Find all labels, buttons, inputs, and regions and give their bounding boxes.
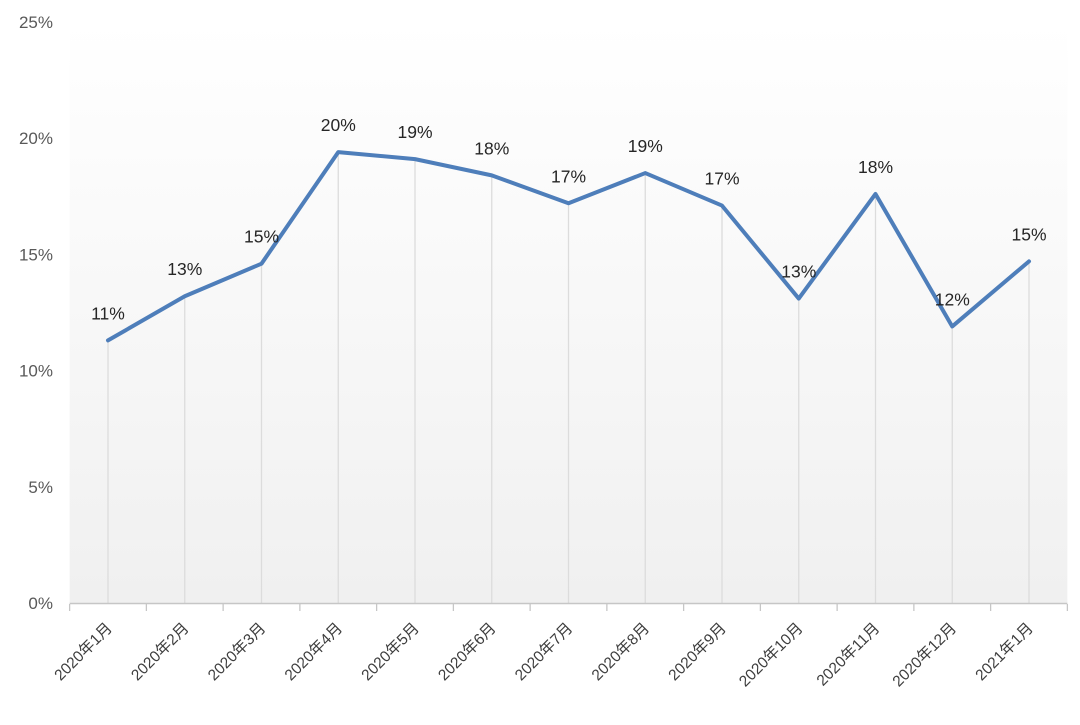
data-label: 15% <box>244 227 279 247</box>
x-axis-label: 2020年2月 <box>127 619 192 684</box>
x-axis-label: 2020年10月 <box>735 619 806 690</box>
x-axis-label: 2020年1月 <box>51 619 116 684</box>
data-label: 20% <box>321 115 356 135</box>
x-axis-label: 2020年8月 <box>588 619 653 684</box>
x-axis-label: 2020年5月 <box>358 619 423 684</box>
data-label: 17% <box>551 166 586 186</box>
y-axis-label: 0% <box>28 594 53 613</box>
data-label: 19% <box>628 136 663 156</box>
data-label: 12% <box>935 289 970 309</box>
data-label: 15% <box>1011 224 1046 244</box>
data-label: 11% <box>91 303 125 323</box>
x-axis-label: 2020年6月 <box>434 619 499 684</box>
x-axis-label: 2021年1月 <box>972 619 1037 684</box>
data-label: 17% <box>704 169 739 189</box>
data-label: 19% <box>397 122 432 142</box>
y-axis-label: 10% <box>19 362 53 381</box>
x-axis-label: 2020年7月 <box>511 619 576 684</box>
y-axis-label: 20% <box>19 129 53 148</box>
y-axis-label: 15% <box>19 245 53 264</box>
x-axis-label: 2020年4月 <box>281 619 346 684</box>
data-label: 13% <box>167 259 202 279</box>
data-label: 18% <box>474 138 509 158</box>
x-axis-label: 2020年3月 <box>204 619 269 684</box>
data-label: 13% <box>781 262 816 282</box>
x-axis-label: 2020年9月 <box>665 619 730 684</box>
x-axis-label: 2020年11月 <box>813 619 883 689</box>
x-axis-label: 2020年12月 <box>889 619 960 690</box>
data-label: 18% <box>858 157 893 177</box>
y-axis-label: 25% <box>19 13 53 32</box>
y-axis-label: 5% <box>28 478 53 497</box>
series-line <box>106 150 1031 343</box>
